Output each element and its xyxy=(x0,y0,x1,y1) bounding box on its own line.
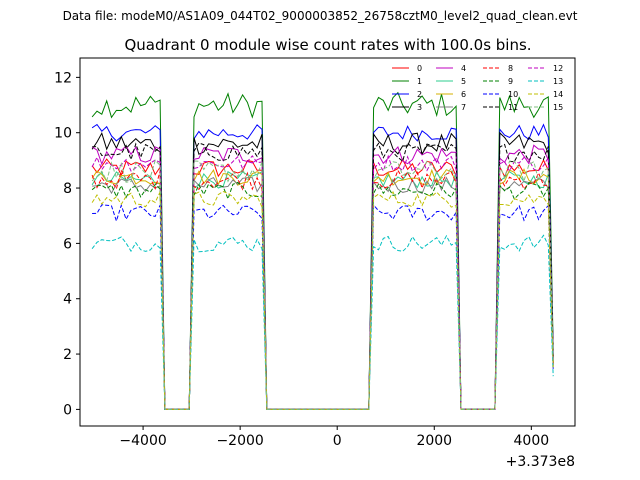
legend-label-10: 10 xyxy=(508,90,518,99)
y-tick-label: 4 xyxy=(63,292,72,308)
legend-label-15: 15 xyxy=(553,103,563,112)
x-axis: −4000 −2000 0 2000 4000 xyxy=(119,426,549,449)
axes-frame xyxy=(79,57,576,427)
legend-label-2: 2 xyxy=(417,90,422,99)
chart-title: Quadrant 0 module wise count rates with … xyxy=(124,36,531,54)
legend-label-13: 13 xyxy=(553,77,563,86)
series-line-15 xyxy=(91,159,554,410)
legend-label-8: 8 xyxy=(508,64,513,73)
x-tick-label: 0 xyxy=(333,433,342,449)
y-tick-label: 8 xyxy=(63,181,72,197)
x-tick-label: 4000 xyxy=(514,433,550,449)
x-tick-label: −2000 xyxy=(216,433,263,449)
plot-area xyxy=(91,91,554,410)
y-tick-label: 12 xyxy=(54,70,72,86)
legend-label-0: 0 xyxy=(417,64,422,73)
legend-label-14: 14 xyxy=(553,90,563,99)
legend-label-3: 3 xyxy=(417,103,422,112)
x-tick-label: −4000 xyxy=(119,433,166,449)
legend-label-6: 6 xyxy=(461,90,466,99)
x-tick-label: 2000 xyxy=(416,433,452,449)
legend-label-11: 11 xyxy=(508,103,518,112)
y-tick-label: 6 xyxy=(63,236,72,252)
legend-label-4: 4 xyxy=(461,64,466,73)
legend-label-5: 5 xyxy=(461,77,466,86)
x-axis-offset-label: +3.373e8 xyxy=(506,454,575,470)
y-tick-label: 10 xyxy=(54,126,72,142)
legend-label-9: 9 xyxy=(508,77,513,86)
y-axis: 0 2 4 6 8 10 12 xyxy=(54,70,80,418)
legend-label-7: 7 xyxy=(461,103,466,112)
legend-label-1: 1 xyxy=(417,77,422,86)
figure-supertitle: Data file: modeM0/AS1A09_044T02_90000038… xyxy=(63,9,578,23)
y-tick-label: 2 xyxy=(63,347,72,363)
y-tick-label: 0 xyxy=(63,402,72,418)
legend-label-12: 12 xyxy=(553,64,563,73)
